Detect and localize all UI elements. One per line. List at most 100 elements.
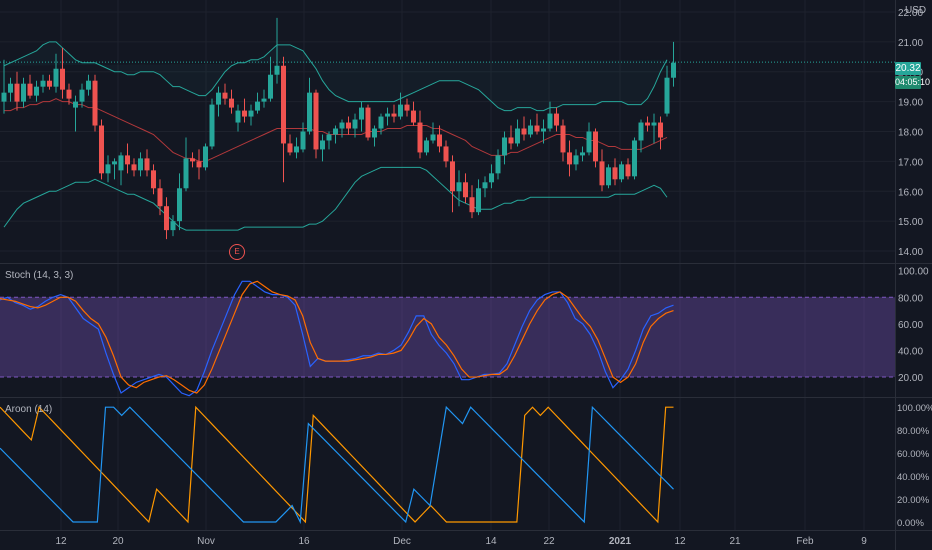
- candle-body: [554, 113, 559, 126]
- candle: [183, 137, 189, 192]
- candle-body: [547, 113, 553, 129]
- price-tick-label: 15.00: [898, 217, 923, 228]
- candle: [131, 158, 137, 177]
- time-tick-label: 22: [543, 536, 555, 547]
- candle: [307, 77, 312, 135]
- candle-body: [502, 137, 507, 156]
- candle-body: [417, 122, 423, 153]
- price-tick-label: 16.00: [898, 187, 923, 198]
- candle-body: [60, 68, 65, 90]
- price-tick-label: 14.00: [898, 247, 923, 258]
- stoch-d-line: [0, 280, 674, 394]
- candle-body: [515, 128, 520, 144]
- candle-body: [528, 125, 533, 135]
- candle: [274, 17, 280, 84]
- candle-body: [229, 98, 234, 108]
- countdown-badge: 04:05:10: [895, 76, 931, 89]
- candle: [8, 77, 13, 102]
- candle-body: [287, 143, 293, 153]
- aroon-indicator-label[interactable]: Aroon (14): [5, 404, 53, 415]
- candle-body: [463, 182, 468, 198]
- candle: [34, 80, 39, 102]
- candle: [612, 158, 618, 186]
- candle-body: [339, 122, 345, 129]
- candle-body: [164, 206, 169, 231]
- time-tick-label: Nov: [197, 536, 215, 547]
- candle: [534, 113, 540, 135]
- candle: [411, 101, 416, 126]
- candle-body: [144, 158, 150, 171]
- candle-body: [476, 188, 481, 213]
- candle-body: [359, 107, 364, 120]
- candle: [248, 104, 254, 126]
- candle-body: [66, 89, 72, 99]
- candle: [658, 116, 663, 150]
- candle-body: [456, 182, 462, 192]
- candle: [242, 98, 247, 123]
- candle-body: [482, 182, 488, 189]
- candle-body: [365, 107, 371, 138]
- candle: [521, 116, 527, 141]
- candle: [651, 113, 657, 144]
- candle-body: [235, 110, 241, 123]
- stoch-indicator-label[interactable]: Stoch (14, 3, 3): [5, 270, 74, 281]
- candle-body: [274, 65, 280, 75]
- candle-body: [534, 125, 540, 132]
- candle-body: [313, 92, 319, 150]
- candle: [190, 152, 195, 168]
- candle: [222, 83, 228, 105]
- candle: [255, 92, 260, 114]
- candle: [463, 173, 468, 204]
- candle-body: [196, 161, 202, 168]
- candle-body: [177, 188, 182, 222]
- candle: [164, 197, 169, 240]
- candle-body: [255, 101, 260, 111]
- candle: [1, 59, 7, 114]
- candle: [21, 77, 26, 108]
- price-tick-label: 17.00: [898, 157, 923, 168]
- candle: [339, 119, 345, 138]
- candle-body: [47, 80, 52, 87]
- time-tick-label: Feb: [796, 536, 814, 547]
- candle-body: [489, 173, 494, 183]
- candle: [482, 176, 488, 198]
- candle: [261, 89, 267, 108]
- candle-body: [508, 137, 514, 144]
- candle: [541, 119, 546, 144]
- candle-body: [151, 170, 156, 189]
- aroon-up-line: [0, 405, 674, 524]
- candle-body: [27, 83, 33, 96]
- candle-body: [294, 146, 299, 153]
- candle: [203, 143, 208, 171]
- candle: [151, 164, 156, 195]
- stoch-tick-label: 40.00: [898, 346, 923, 357]
- earnings-marker[interactable]: E: [229, 244, 245, 260]
- candle: [450, 155, 455, 213]
- candle: [424, 137, 429, 156]
- candle: [560, 119, 566, 162]
- candle-body: [391, 113, 397, 117]
- candle: [300, 122, 306, 153]
- candle-body: [34, 86, 39, 96]
- candle-body: [131, 164, 137, 171]
- candle-body: [14, 83, 20, 102]
- candle-body: [268, 74, 273, 99]
- candle: [469, 185, 475, 219]
- candle-body: [651, 122, 657, 126]
- aroon-tick-label: 100.00%: [897, 403, 932, 414]
- candle-body: [73, 101, 78, 108]
- candle-body: [190, 158, 195, 162]
- price-tick-label: 18.00: [898, 128, 923, 139]
- candle: [495, 149, 501, 180]
- candle-body: [216, 92, 221, 105]
- candle-body: [671, 62, 676, 78]
- candle: [144, 149, 150, 177]
- aroon-tick-label: 60.00%: [897, 449, 930, 460]
- candle-body: [157, 188, 163, 207]
- candle: [66, 83, 72, 105]
- candle: [287, 134, 293, 156]
- candle-body: [573, 155, 579, 165]
- candle: [177, 173, 182, 231]
- candle-body: [521, 128, 527, 135]
